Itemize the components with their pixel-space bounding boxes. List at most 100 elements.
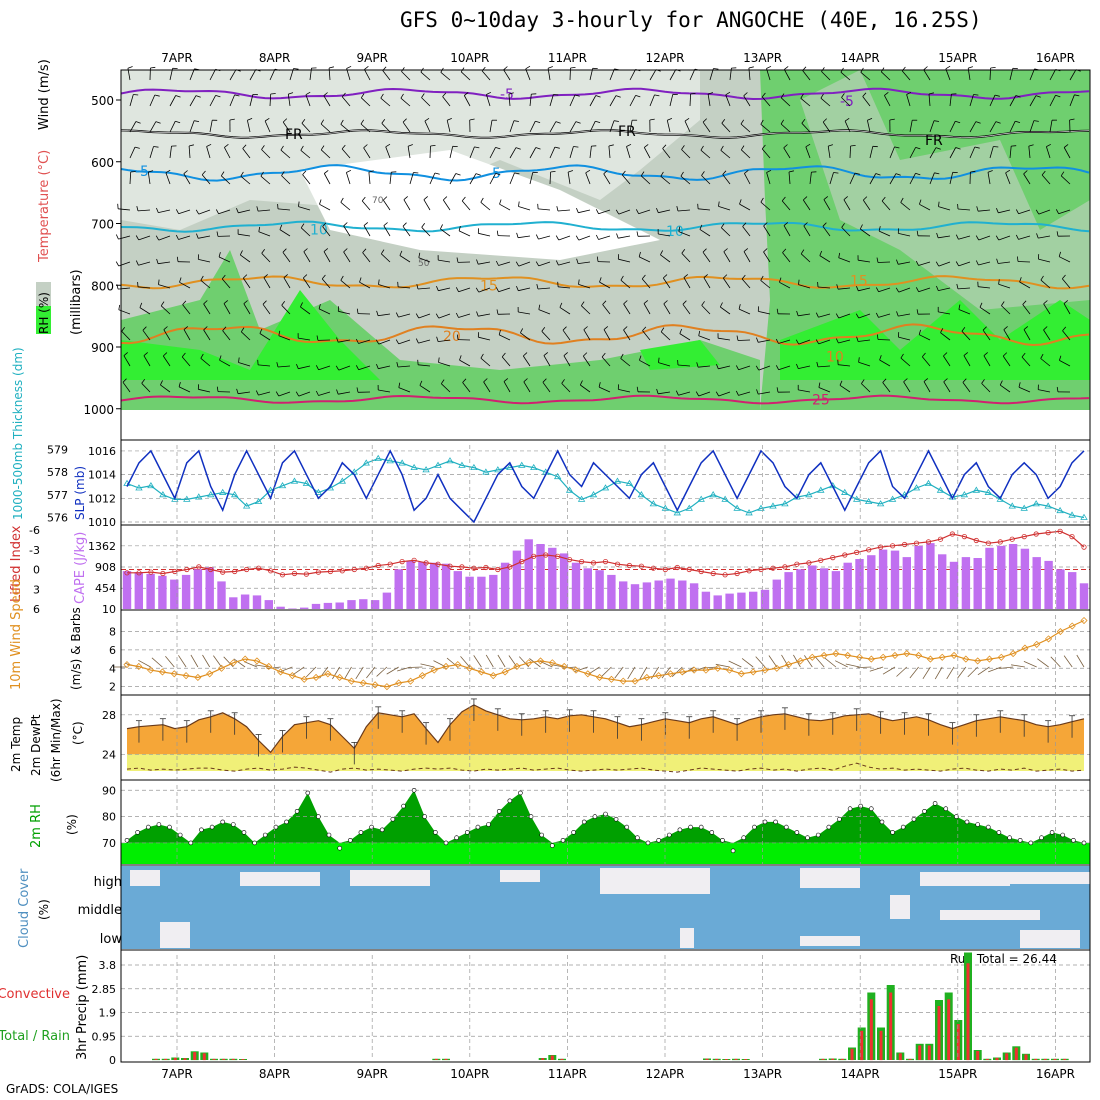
rh2m-point <box>975 822 981 827</box>
upper-wind-barb <box>400 97 411 107</box>
thickness-point <box>733 504 741 511</box>
upper-wind-barb-flag <box>183 326 189 330</box>
date-label-top: 14APR <box>841 51 880 65</box>
wind10-point <box>489 672 497 680</box>
upper-wind-barb-flag <box>435 313 440 319</box>
upper-wind-barb-flag <box>900 197 904 203</box>
cape-bar <box>276 606 285 609</box>
rh-dry-region <box>121 70 700 230</box>
cape-bar <box>607 574 616 609</box>
upper-wind-barb <box>758 311 771 315</box>
wind10-barb <box>1063 655 1073 668</box>
upper-wind-barb <box>919 334 931 341</box>
upper-wind-barb-flag <box>877 334 879 340</box>
upper-wind-barb <box>200 357 211 367</box>
upper-wind-barb-flag <box>247 118 253 121</box>
upper-wind-barb-flag <box>234 94 240 97</box>
precip-total-label: Total / Rain <box>0 1029 70 1044</box>
upper-wind-barb <box>538 235 551 240</box>
rh2m-point <box>454 835 459 841</box>
upper-wind-barb-flag <box>343 222 348 227</box>
upper-wind-barb <box>129 146 136 159</box>
cape-bar <box>961 557 971 609</box>
upper-wind-barb-flag <box>239 250 243 256</box>
upper-wind-barb <box>169 95 177 107</box>
wind10-point <box>1068 622 1076 630</box>
upper-wind-barb-flag <box>135 121 141 124</box>
minmax-axis-label: (6hr Min/Max) <box>49 699 63 783</box>
upper-wind-barb <box>458 287 471 293</box>
upper-wind-barb-flag <box>300 223 305 229</box>
upper-wind-barb-flag <box>881 196 886 202</box>
wind10-point <box>525 659 533 667</box>
upper-wind-barb-flag <box>260 171 264 177</box>
upper-wind-barb <box>639 359 651 367</box>
wind10-point <box>844 651 852 659</box>
upper-wind-barb <box>360 123 371 133</box>
upper-wind-barb-flag <box>818 382 821 388</box>
precip-convective-bar <box>434 1058 438 1060</box>
upper-wind-barb <box>881 200 891 211</box>
upper-wind-barb <box>129 171 132 185</box>
upper-wind-barb <box>1018 386 1031 393</box>
upper-wind-barb <box>660 331 671 341</box>
upper-wind-barb-flag <box>780 119 785 125</box>
upper-wind-barb-flag <box>575 235 580 241</box>
precip-convective-bar <box>860 1030 864 1061</box>
upper-wind-barb-flag <box>1033 120 1039 122</box>
isotherm-label: FR <box>925 133 943 149</box>
upper-wind-barb <box>609 120 615 133</box>
rh2m-point <box>347 837 353 843</box>
rh2m-point <box>592 814 598 819</box>
upper-wind-barb <box>818 313 831 318</box>
upper-wind-barb-flag <box>835 313 840 319</box>
upper-wind-barb <box>1038 235 1051 239</box>
wind10-barb <box>420 663 435 668</box>
precip-convective-bar <box>937 1006 941 1060</box>
upper-wind-barb-flag <box>696 362 699 368</box>
upper-wind-barb-flag <box>889 118 895 121</box>
upper-wind-barb <box>320 149 331 159</box>
wind10-point <box>1044 635 1053 643</box>
precip-convective-bar <box>193 1052 197 1060</box>
temp-tick-label: 24 <box>102 748 116 761</box>
cape-bar <box>335 602 344 609</box>
pressure-tick-label: 700 <box>91 218 114 232</box>
precip-convective-bar <box>985 1058 989 1060</box>
upper-wind-barb <box>361 97 371 107</box>
upper-wind-barb-flag <box>995 121 1001 124</box>
upper-wind-barb-flag <box>816 361 819 367</box>
upper-wind-barb-flag <box>796 310 799 316</box>
upper-wind-barb-flag <box>721 119 726 124</box>
date-label-bottom: 8APR <box>259 1067 290 1081</box>
lifted-index-point <box>220 569 226 575</box>
upper-wind-barb <box>1028 146 1031 159</box>
upper-wind-barb <box>341 148 351 159</box>
upper-wind-barb <box>323 95 331 107</box>
upper-wind-barb <box>805 146 811 159</box>
upper-wind-barb <box>680 175 691 185</box>
upper-wind-barb <box>649 69 657 81</box>
upper-wind-barb <box>398 286 411 289</box>
upper-wind-barb <box>629 69 636 81</box>
cape-bar <box>760 589 770 609</box>
precip-axis-label: 3hr Precip (mm) <box>75 955 90 1060</box>
upper-wind-barb-flag <box>243 300 248 305</box>
isotherm-label: 20 <box>443 329 461 345</box>
precip-convective-bar <box>744 1059 748 1060</box>
upper-wind-barb-flag <box>943 352 948 357</box>
upper-wind-barb <box>718 337 731 341</box>
lifted-axis-label: Lifted Index <box>9 525 24 602</box>
thickness-tick-label: 578 <box>47 466 68 479</box>
wind10-barb <box>934 666 943 680</box>
upper-wind-barb-flag <box>383 222 388 227</box>
upper-wind-barb-flag <box>319 199 322 205</box>
upper-wind-barb <box>567 172 571 185</box>
precip-convective-bar <box>821 1058 825 1060</box>
isotherm-label: 15 <box>850 273 868 289</box>
cape-bar <box>571 562 581 609</box>
wind10-barb <box>715 663 730 668</box>
lifted-index-point <box>1021 533 1027 540</box>
li-tick-label: 6 <box>33 603 40 616</box>
upper-wind-barb-flag <box>368 170 374 173</box>
